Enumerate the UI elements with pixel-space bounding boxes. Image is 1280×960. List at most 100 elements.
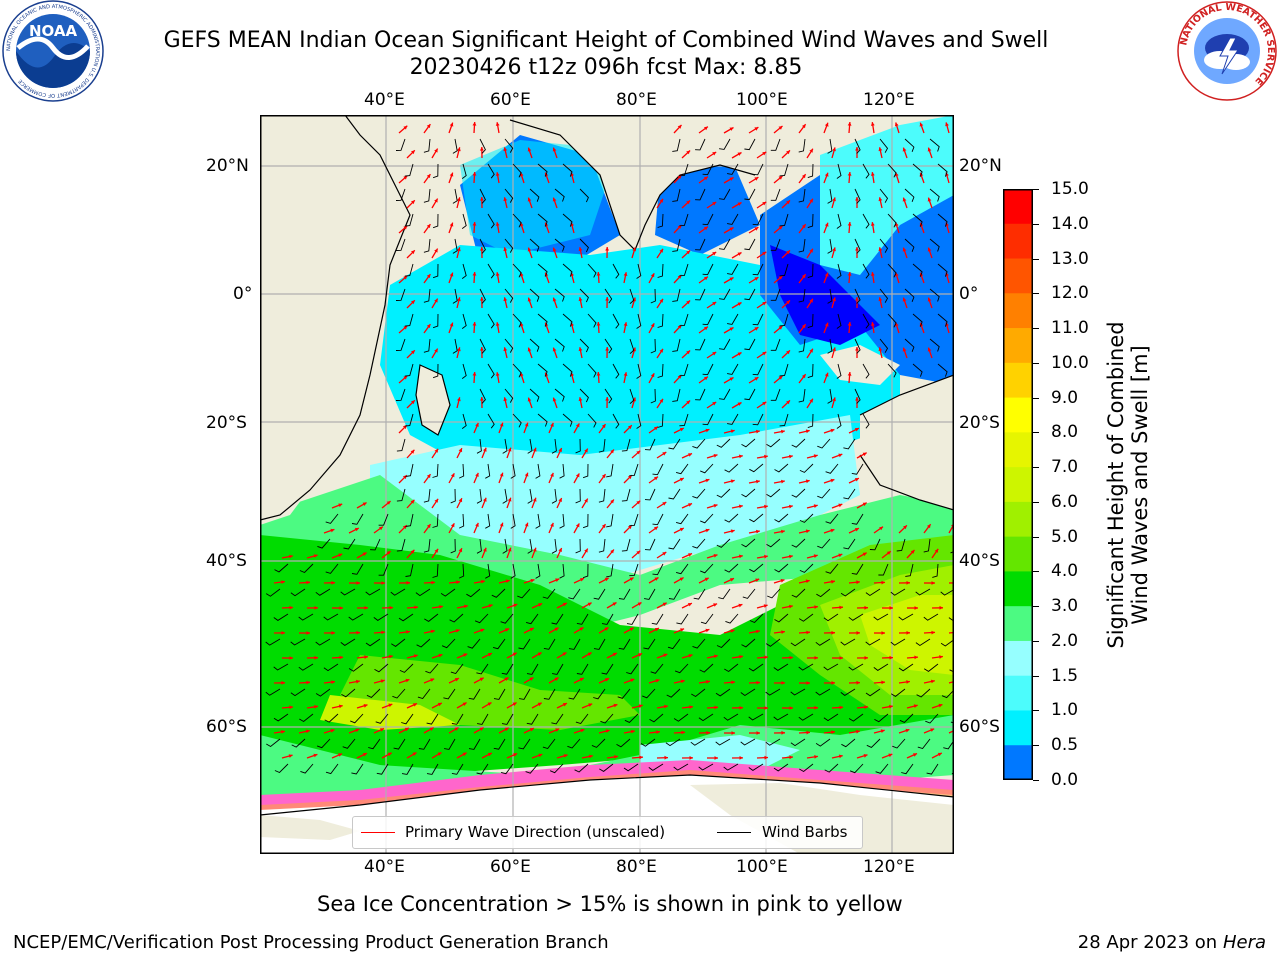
wind-barb <box>862 413 870 429</box>
wave-arrow-head <box>524 422 529 427</box>
wave-arrow-head <box>550 522 554 527</box>
wind-barb <box>879 288 889 303</box>
wind-barb <box>807 313 814 329</box>
wave-arrow-head <box>809 348 813 353</box>
wind-barb <box>874 713 889 723</box>
wave-arrow-head <box>487 752 492 757</box>
wind-barb <box>376 763 389 775</box>
colorbar-tick-mark <box>1033 571 1039 573</box>
wind-barb <box>773 663 789 671</box>
wind-barb <box>593 588 606 600</box>
wind-barb <box>537 313 548 327</box>
wave-arrow-head <box>662 602 667 607</box>
wind-barb <box>612 313 620 329</box>
wave-arrow-head <box>507 497 512 502</box>
wave-arrow-head <box>601 424 606 429</box>
wind-barb <box>740 738 756 746</box>
wave-arrow-head <box>426 474 431 479</box>
wind-barb <box>423 238 431 253</box>
wind-barb <box>423 538 431 553</box>
wave-arrow-head <box>530 578 535 583</box>
wind-barb <box>724 563 739 573</box>
wave-arrow-head <box>729 227 734 231</box>
wind-barb <box>698 713 714 722</box>
wave-arrow-head <box>481 579 485 584</box>
wave-arrow-head <box>712 152 717 156</box>
wave-arrow-head <box>756 731 760 735</box>
wave-arrow-head <box>838 503 843 508</box>
wind-barb <box>432 263 439 279</box>
wave-arrow-head <box>713 554 718 558</box>
wind-barb <box>727 213 739 225</box>
wave-arrow-head <box>831 630 835 635</box>
wind-barbs-legend-label: Wind Barbs <box>762 823 848 841</box>
wind-barb <box>825 563 839 574</box>
colorbar-segment <box>1003 536 1033 572</box>
wave-arrow-head <box>789 604 793 609</box>
wind-barb <box>744 338 756 351</box>
wind-barb <box>823 613 839 622</box>
wave-arrow-head <box>778 326 783 330</box>
wind-barb <box>404 363 414 377</box>
wave-arrow-head <box>411 250 415 255</box>
wave-arrow-head <box>538 603 543 607</box>
wind-barb <box>873 663 889 671</box>
wind-barb <box>890 688 906 697</box>
wave-arrow-head <box>628 475 632 480</box>
wave-arrow-head <box>878 197 883 202</box>
wind-barb <box>300 763 314 774</box>
wind-barb <box>815 688 831 696</box>
wave-arrow-head <box>888 753 893 758</box>
wind-barb <box>575 488 581 504</box>
colorbar-segment <box>1003 223 1033 260</box>
wave-arrow-head <box>729 377 734 381</box>
wind-barb <box>700 513 714 524</box>
wind-barb <box>404 163 414 177</box>
wind-barb <box>790 688 806 696</box>
wave-arrow-head <box>906 680 910 684</box>
wave-arrow-head <box>411 300 415 305</box>
wind-barb <box>866 738 881 748</box>
wave-arrow-head <box>386 501 391 505</box>
wave-arrow-head <box>778 226 783 230</box>
wind-barb <box>702 263 714 276</box>
wave-arrow-head <box>605 297 609 301</box>
wind-barb <box>798 238 806 253</box>
wave-arrow-head <box>527 147 532 152</box>
colorbar-segment <box>1003 675 1033 711</box>
wave-arrow-head <box>762 201 767 206</box>
wind-barb <box>727 313 739 325</box>
wind-barb <box>395 388 406 401</box>
wind-barb <box>749 613 764 624</box>
wind-barb <box>716 638 731 649</box>
wave-arrow-head <box>362 552 367 556</box>
wind-barb <box>527 538 533 554</box>
wind-barb <box>700 463 714 474</box>
wind-barb <box>562 213 573 227</box>
wind-barb <box>604 338 613 354</box>
wave-arrow-head <box>754 277 759 281</box>
wind-barb <box>450 663 464 675</box>
wind-barb <box>423 138 431 153</box>
wave-arrow-head <box>855 197 859 201</box>
wave-arrow-head <box>755 578 760 582</box>
wind-barb <box>340 638 356 646</box>
wind-barb <box>423 288 431 303</box>
wave-arrow-head <box>580 578 584 582</box>
wave-arrow-head <box>704 276 708 281</box>
wave-arrow-head <box>881 631 885 635</box>
colorbar-tick-label: 14.0 <box>1051 213 1089 234</box>
wave-arrow-head <box>480 628 485 633</box>
wave-arrow-head <box>505 628 510 632</box>
wind-barb <box>748 713 764 721</box>
wave-arrow-head <box>739 655 743 659</box>
wave-arrow-head <box>338 503 343 508</box>
wave-arrow-head <box>677 125 682 129</box>
colorbar-tick-mark <box>1033 606 1039 608</box>
coastlines <box>259 114 955 816</box>
wave-arrow-head <box>512 702 517 706</box>
wave-arrow-head <box>552 297 557 302</box>
wave-arrow-head <box>330 528 335 533</box>
wave-arrow-head <box>832 397 836 402</box>
lat-label-left-60s: 60°S <box>206 717 247 737</box>
